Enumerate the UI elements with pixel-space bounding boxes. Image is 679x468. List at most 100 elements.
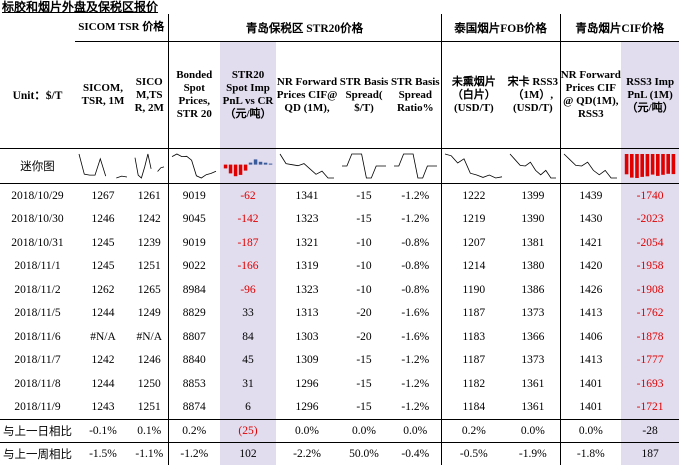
cell-col-8: 1381 — [506, 231, 561, 255]
sparkline-line — [393, 153, 437, 179]
summary-cell-col-7: -0.5% — [441, 442, 507, 465]
cell-col-9: 1421 — [579, 236, 603, 249]
sparkline-cell-6 — [390, 148, 442, 184]
table-row: 2018/10/30 1246 1242 9045 -142 1323 -15 -1.2% 12… — [0, 207, 679, 231]
cell-col-7: 1190 — [462, 283, 486, 296]
col-header-1: SICO M,TS R, 2M — [131, 41, 169, 149]
cell-col-4: 1303 — [295, 330, 319, 343]
sparkline-bar — [228, 164, 233, 174]
cell-col-0: 1244 — [91, 377, 115, 390]
cell-col-0: 1242 — [91, 354, 115, 367]
cell-col-3: -62 — [220, 183, 277, 208]
row-date: 2018/11/7 — [14, 354, 61, 367]
summary-cell-col-3: 102 — [220, 442, 277, 465]
group-thai-fob: 泰国烟片FOB价格 — [441, 14, 561, 42]
sparkline-line — [445, 153, 503, 179]
summary-cell-col-4: 0.0% — [276, 419, 339, 443]
cell-col-0: 1245 — [91, 236, 115, 249]
sparkline-2 — [172, 153, 217, 179]
sparkline-line — [78, 153, 128, 179]
table-row: 2018/11/5 1244 1249 8829 33 1313 -20 -1.6% 1187 1… — [0, 301, 679, 325]
summary-cell-col-1: 0.1% — [131, 419, 169, 443]
cell-col-7: 1184 — [462, 401, 486, 414]
sparkline-bar — [645, 154, 650, 177]
sparkline-bar — [223, 164, 228, 169]
sparkline-5 — [342, 153, 387, 179]
cell-col-8: 1386 — [506, 278, 561, 302]
mini-chart-label: 迷你图 — [0, 148, 75, 184]
cell-col-10: -1740 — [621, 183, 679, 208]
cell-col-7: 1183 — [462, 330, 486, 343]
cell-col-9: 1413 — [579, 307, 603, 320]
summary-cell-col-1: -1.1% — [131, 442, 169, 465]
cell-col-6: -1.2% — [390, 395, 442, 420]
cell-col-9: 1413 — [579, 354, 603, 367]
cell-col-6: -1.2% — [390, 348, 442, 372]
col-header-7: 未熏烟片（白片）(USD/T) — [451, 75, 496, 114]
cell-col-1: 1250 — [131, 372, 169, 396]
sparkline-bar — [650, 154, 655, 175]
cell-col-10: -1693 — [621, 372, 679, 396]
cell-col-10: -1878 — [621, 325, 679, 349]
row-date: 2018/10/30 — [11, 213, 64, 226]
summary-cell-col-7: 0.2% — [441, 419, 507, 443]
cell-col-2: 9045 — [182, 213, 206, 226]
cell-col-9: 1406 — [579, 330, 603, 343]
cell-col-6: -0.8% — [390, 231, 442, 255]
cell-col-6: -1.2% — [390, 183, 442, 208]
cell-col-5: -15 — [356, 354, 372, 367]
table-row: 2018/11/6 #N/A #N/A 8807 84 1303 -20 -1.6% 1183 1… — [0, 325, 679, 349]
sparkline-cell-3 — [220, 148, 277, 184]
cell-col-1: 1239 — [131, 231, 169, 255]
cell-col-2: 9019 — [182, 189, 206, 202]
cell-col-8: 1361 — [506, 395, 561, 420]
sparkline-cell-8 — [506, 148, 561, 184]
cell-col-7: 1182 — [462, 377, 486, 390]
row-date: 2018/10/31 — [11, 236, 64, 249]
table-row: 2018/10/31 1245 1239 9019 -187 1321 -10 -0.8% 12… — [0, 231, 679, 255]
cell-col-7: 1219 — [462, 213, 486, 226]
cell-col-3: 33 — [220, 301, 277, 325]
cell-col-3: -166 — [220, 254, 277, 278]
sparkline-cell-7 — [441, 148, 507, 184]
summary-cell-col-9: 0.0% — [560, 419, 622, 443]
sparkline-cell-10 — [621, 148, 679, 184]
row-date: 2018/11/2 — [14, 283, 61, 296]
cell-col-5: -15 — [356, 377, 372, 390]
cell-col-2: 8807 — [182, 330, 206, 343]
sparkline-line — [172, 153, 217, 179]
cell-col-1: 1242 — [131, 207, 169, 231]
page-title: 标胶和烟片外盘及保税区报价 — [2, 0, 159, 14]
summary-cell-col-3: (25) — [220, 419, 277, 443]
cell-col-7: 1222 — [462, 189, 486, 202]
sparkline-bar — [624, 154, 629, 175]
sparkline-line — [509, 153, 556, 179]
cell-col-2: 9022 — [182, 260, 206, 273]
cell-col-10: -2054 — [621, 231, 679, 255]
cell-col-3: 45 — [220, 348, 277, 372]
cell-col-0: #N/A — [90, 330, 116, 343]
cell-col-4: 1296 — [295, 401, 319, 414]
summary-row: 与上一日相比 -0.1% 0.1% 0.2% (25) 0.0% 0.0% 0.0% 0.2% 0… — [0, 419, 679, 443]
cell-col-3: -142 — [220, 207, 277, 231]
summary-row: 与上一周相比 -1.5% -1.1% -1.2% 102 -2.2% 50.0% -0.4% -… — [0, 442, 679, 465]
cell-col-10: -1908 — [621, 278, 679, 302]
col-header-4: NR Forward Prices CIF@ QD (1M), — [276, 75, 338, 114]
cell-col-1: #N/A — [131, 325, 169, 349]
sparkline-line — [134, 153, 164, 179]
sparkline-1 — [134, 153, 164, 179]
cell-col-6: -1.6% — [390, 325, 442, 349]
cell-col-1: 1251 — [131, 395, 169, 420]
cell-col-2: 8984 — [182, 283, 206, 296]
cell-col-7: 1187 — [462, 354, 486, 367]
summary-cell-col-0: -0.1% — [75, 419, 131, 443]
sparkline-bar — [635, 154, 639, 178]
col-header-0: SICOM, TSR, 1M — [81, 82, 125, 107]
cell-col-6: -0.8% — [390, 254, 442, 278]
cell-col-8: 1373 — [506, 301, 561, 325]
cell-col-8: 1373 — [506, 348, 561, 372]
sparkline-bar — [238, 164, 243, 175]
sparkline-cell-4 — [276, 148, 339, 184]
cell-col-9: 1439 — [579, 189, 603, 202]
cell-col-1: 1251 — [131, 254, 169, 278]
